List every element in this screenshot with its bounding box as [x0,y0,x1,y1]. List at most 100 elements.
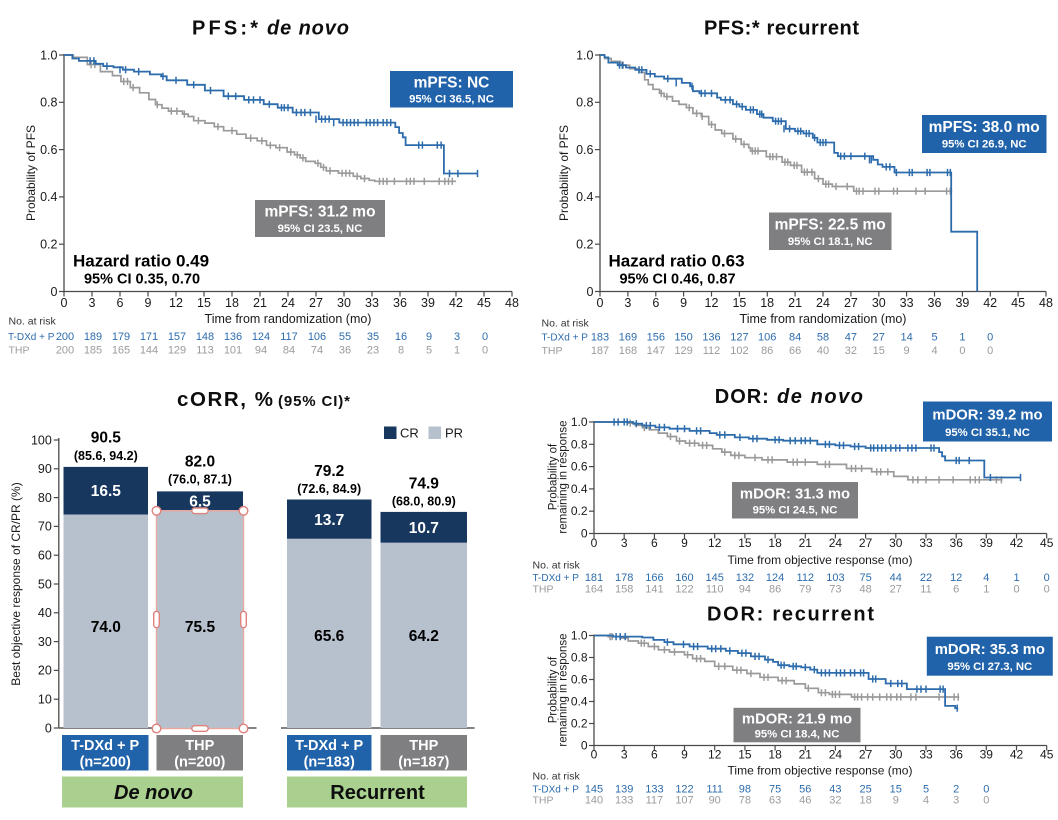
svg-text:27: 27 [873,332,885,344]
svg-text:70: 70 [38,520,52,534]
svg-text:0: 0 [482,345,488,357]
svg-text:74.0: 74.0 [91,619,121,636]
svg-text:75: 75 [769,784,781,796]
svg-text:64.2: 64.2 [409,628,439,645]
svg-text:169: 169 [619,332,637,344]
svg-text:remaining in response: remaining in response [558,420,570,533]
svg-text:T-DXd + P: T-DXd + P [8,332,55,343]
svg-text:Recurrent: Recurrent [330,782,425,804]
svg-text:mPFS: 38.0 mo: mPFS: 38.0 mo [929,119,1040,136]
svg-text:DOR:de novo: DOR: de novo [715,386,863,408]
svg-text:60: 60 [38,549,52,563]
svg-text:24: 24 [281,296,295,310]
svg-text:78: 78 [739,795,751,807]
svg-text:187: 187 [591,345,609,357]
svg-text:(85.6, 94.2): (85.6, 94.2) [74,449,138,463]
svg-text:PR: PR [445,426,463,441]
svg-text:4: 4 [931,345,937,357]
svg-text:DOR: recurrent: DOR: recurrent [707,604,874,626]
svg-text:124: 124 [252,331,270,343]
svg-text:3: 3 [89,296,96,310]
svg-text:21: 21 [799,748,813,762]
svg-text:No. at risk: No. at risk [533,771,581,783]
svg-text:1: 1 [959,332,965,344]
svg-text:48: 48 [859,584,871,596]
svg-text:95% CI 0.46, 0.87: 95% CI 0.46, 0.87 [619,272,735,288]
svg-text:33: 33 [919,748,933,762]
svg-text:Probability of PFS: Probability of PFS [557,125,571,221]
svg-text:75.5: 75.5 [185,619,216,636]
svg-text:90: 90 [38,462,52,476]
svg-text:0: 0 [1044,584,1050,596]
svg-text:39: 39 [980,536,994,550]
svg-text:178: 178 [615,572,633,584]
svg-text:PFS:* recurrent: PFS:* recurrent [704,17,859,39]
svg-text:10.7: 10.7 [409,520,439,537]
svg-text:110: 110 [706,584,724,596]
svg-text:15: 15 [197,296,211,310]
svg-text:129: 129 [674,345,692,357]
svg-text:140: 140 [585,795,603,807]
svg-text:24: 24 [816,296,830,310]
svg-text:39: 39 [980,748,994,762]
svg-text:(n=183): (n=183) [304,755,355,771]
svg-text:6: 6 [651,748,658,762]
svg-text:183: 183 [591,332,609,344]
svg-text:166: 166 [645,572,663,584]
svg-text:0: 0 [987,345,993,357]
svg-text:9: 9 [680,296,687,310]
svg-text:80: 80 [38,491,52,505]
svg-text:101: 101 [224,345,242,357]
svg-text:36: 36 [928,296,942,310]
svg-text:remaining in response: remaining in response [558,633,570,746]
svg-text:14: 14 [900,332,912,344]
svg-text:11: 11 [920,584,931,596]
svg-text:94: 94 [739,584,751,596]
svg-text:3: 3 [624,296,631,310]
svg-text:95% CI 26.9, NC: 95% CI 26.9, NC [942,139,1027,151]
svg-text:mDOR: 31.3 mo: mDOR: 31.3 mo [740,486,850,502]
svg-text:mDOR: 21.9 mo: mDOR: 21.9 mo [742,711,852,727]
svg-text:Probability of PFS: Probability of PFS [24,125,38,221]
svg-text:THP: THP [409,738,438,754]
svg-text:0: 0 [1013,584,1019,596]
svg-text:9: 9 [681,748,688,762]
svg-text:THP: THP [533,584,554,596]
svg-text:(72.6, 84.9): (72.6, 84.9) [297,482,361,496]
svg-text:1.0: 1.0 [40,48,57,62]
svg-text:58: 58 [817,332,829,344]
svg-text:15: 15 [738,536,752,550]
svg-text:98: 98 [739,784,751,796]
svg-text:0.4: 0.4 [40,190,57,204]
svg-text:65.6: 65.6 [314,628,345,645]
svg-text:9: 9 [145,296,152,310]
svg-text:1.0: 1.0 [571,415,588,429]
svg-text:9: 9 [904,345,910,357]
svg-text:1.0: 1.0 [571,629,588,643]
svg-text:mDOR: 35.3 mo: mDOR: 35.3 mo [935,642,1045,658]
svg-text:4: 4 [983,572,989,584]
svg-text:95% CI 0.35, 0.70: 95% CI 0.35, 0.70 [84,272,200,288]
svg-text:3: 3 [621,536,628,550]
svg-text:30: 30 [889,748,903,762]
svg-text:36: 36 [950,536,964,550]
svg-text:18: 18 [760,296,774,310]
svg-text:113: 113 [196,345,214,357]
svg-text:75: 75 [859,572,871,584]
svg-text:27: 27 [890,584,902,596]
svg-text:12: 12 [950,572,962,584]
svg-text:18: 18 [859,795,871,807]
svg-text:6: 6 [117,296,124,310]
svg-text:5: 5 [931,332,937,344]
svg-text:T-DXd + P: T-DXd + P [295,738,363,754]
svg-text:30: 30 [872,296,886,310]
svg-text:30: 30 [337,296,351,310]
svg-text:18: 18 [225,296,239,310]
svg-text:0.6: 0.6 [40,143,57,157]
svg-text:0.8: 0.8 [571,437,588,451]
svg-text:3: 3 [621,748,628,762]
svg-text:36: 36 [950,748,964,762]
svg-text:T-DXd + P: T-DXd + P [542,333,589,344]
svg-text:6: 6 [652,296,659,310]
svg-text:141: 141 [645,584,663,596]
